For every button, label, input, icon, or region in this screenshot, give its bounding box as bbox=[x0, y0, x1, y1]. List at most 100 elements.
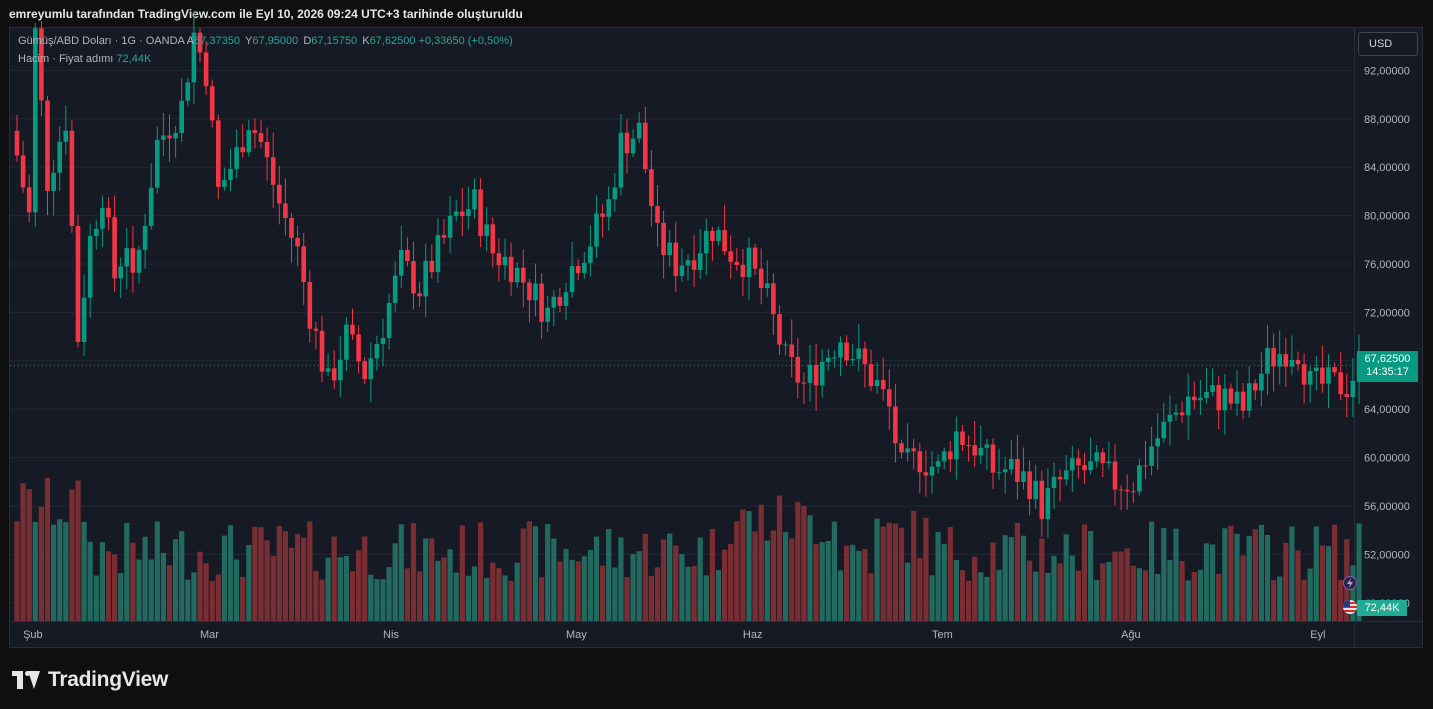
candle-body bbox=[1222, 388, 1228, 411]
volume-bar bbox=[1277, 576, 1283, 621]
volume-bar bbox=[1112, 551, 1118, 621]
candle-body bbox=[710, 230, 715, 241]
volume-bar bbox=[1252, 529, 1258, 621]
candle-body bbox=[453, 211, 459, 216]
candle-body bbox=[539, 283, 544, 322]
candle-body bbox=[1307, 370, 1313, 385]
candle-body bbox=[704, 230, 709, 254]
candle-body bbox=[1033, 480, 1038, 500]
candle-body bbox=[1234, 391, 1240, 404]
volume-bar bbox=[898, 527, 905, 621]
chart-panel[interactable] bbox=[9, 27, 1423, 648]
candle-body bbox=[722, 230, 727, 252]
volume-bar bbox=[1191, 572, 1197, 621]
volume-bar bbox=[453, 572, 459, 621]
volume-bar bbox=[14, 521, 20, 621]
x-tick-label: Haz bbox=[743, 629, 763, 641]
candle-body bbox=[264, 141, 270, 158]
volume-bar bbox=[1106, 561, 1112, 621]
candle-body bbox=[789, 344, 794, 357]
volume-bar bbox=[661, 539, 667, 621]
currency-selector-button[interactable]: USD bbox=[1358, 32, 1418, 56]
volume-bar bbox=[978, 572, 984, 621]
volume-bar bbox=[1008, 537, 1014, 621]
candle-body bbox=[490, 224, 496, 254]
candle-body bbox=[197, 32, 203, 53]
volume-bar bbox=[154, 521, 160, 621]
candle-body bbox=[185, 82, 191, 101]
candle-body bbox=[14, 130, 20, 156]
candle-body bbox=[527, 282, 532, 301]
volume-bar bbox=[441, 557, 447, 621]
candle-body bbox=[874, 380, 880, 387]
x-tick-label: Nis bbox=[383, 629, 399, 641]
candle-body bbox=[350, 324, 355, 335]
candle-body bbox=[606, 199, 611, 217]
volume-bar bbox=[282, 531, 288, 621]
volume-bar bbox=[587, 550, 593, 621]
candle-body bbox=[1161, 421, 1167, 439]
candle-body bbox=[521, 267, 526, 283]
change-value: +0,33650 (+0,50%) bbox=[418, 35, 513, 47]
candle-body bbox=[1045, 488, 1051, 520]
candle-body bbox=[661, 222, 666, 256]
lightning-icon[interactable] bbox=[1343, 576, 1357, 590]
candle-body bbox=[960, 431, 965, 445]
candle-body bbox=[26, 187, 32, 213]
candle-body bbox=[447, 215, 453, 238]
x-tick-label: Ağu bbox=[1121, 629, 1141, 641]
candle-body bbox=[356, 334, 361, 362]
volume-bar bbox=[130, 542, 136, 621]
high-label: Y bbox=[245, 35, 253, 47]
volume-bar bbox=[972, 556, 978, 621]
symbol-legend[interactable]: Gümüş/ABD Doları · 1G · OANDA A67,37350 … bbox=[18, 35, 513, 47]
volume-legend[interactable]: Hacim · Fiyat adımı 72,44K bbox=[18, 53, 151, 65]
y-tick-label: 88,00000 bbox=[1364, 114, 1410, 126]
tradingview-logo[interactable]: TradingView bbox=[12, 668, 168, 692]
candle-body bbox=[935, 461, 941, 467]
volume-bar bbox=[648, 575, 654, 621]
y-tick-label: 52,00000 bbox=[1364, 549, 1410, 561]
volume-bar bbox=[667, 533, 673, 621]
volume-bar bbox=[612, 567, 618, 621]
volume-bar bbox=[868, 573, 874, 621]
candle-body bbox=[118, 266, 123, 279]
volume-bar bbox=[1136, 568, 1142, 621]
volume-bar bbox=[166, 565, 173, 621]
volume-bar bbox=[1173, 528, 1179, 621]
volume-bar bbox=[459, 525, 465, 621]
volume-bar bbox=[349, 571, 356, 621]
volume-bar bbox=[1264, 534, 1271, 621]
candle-body bbox=[765, 283, 770, 289]
volume-label[interactable]: Hacim · Fiyat adımı bbox=[18, 53, 114, 65]
symbol-name[interactable]: Gümüş/ABD Doları · 1G · OANDA bbox=[18, 35, 185, 47]
volume-bar bbox=[758, 504, 764, 621]
candle-body bbox=[972, 445, 977, 456]
candle-body bbox=[734, 261, 740, 265]
candle-body bbox=[813, 364, 819, 386]
volume-bar bbox=[947, 526, 953, 621]
volume-bar bbox=[398, 524, 404, 621]
candle-body bbox=[1155, 438, 1160, 447]
volume-bar bbox=[57, 519, 63, 621]
candle-body bbox=[142, 225, 148, 250]
volume-bar bbox=[941, 543, 947, 621]
volume-bar bbox=[112, 554, 118, 621]
volume-bar bbox=[1240, 555, 1246, 621]
candle-body bbox=[289, 217, 294, 238]
volume-bar bbox=[374, 579, 380, 621]
candle-body bbox=[1076, 458, 1081, 466]
candle-body bbox=[484, 224, 489, 236]
volume-bar bbox=[124, 522, 130, 621]
volume-bar bbox=[1045, 572, 1051, 621]
candle-body bbox=[1338, 372, 1343, 395]
candle-body bbox=[100, 207, 105, 229]
volume-bar bbox=[191, 572, 197, 621]
volume-bar bbox=[1307, 568, 1313, 621]
volume-bar bbox=[1197, 569, 1203, 621]
candle-body bbox=[1271, 348, 1276, 367]
volume-bar bbox=[234, 559, 240, 621]
candle-body bbox=[1179, 412, 1185, 416]
volume-bar bbox=[709, 528, 715, 621]
